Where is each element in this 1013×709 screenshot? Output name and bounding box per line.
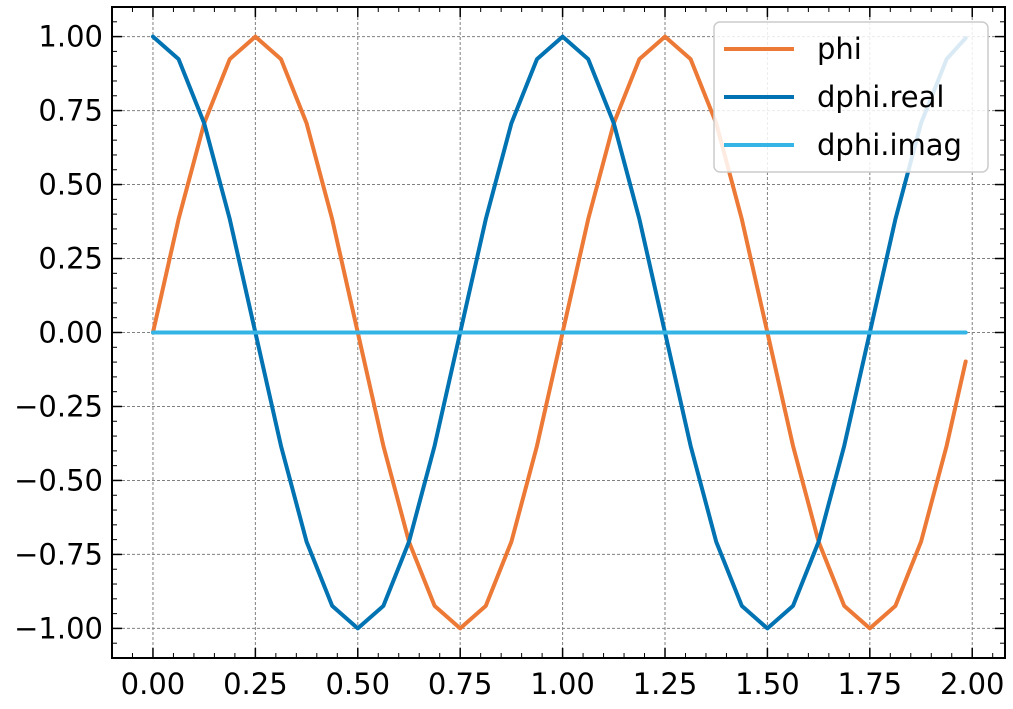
axis-ticks (112, 6, 1005, 658)
y-tick-label-0: 1.00 (38, 20, 103, 54)
legend-label-dphi-imag: dphi.imag (817, 128, 962, 162)
y-tick-label-5: −0.25 (14, 389, 103, 423)
series-line-dphi-real (150, 34, 968, 631)
x-tick-label-2: 0.50 (325, 667, 390, 701)
legend-label-dphi-real: dphi.real (817, 80, 944, 114)
tick-labels: 0.00 0.25 0.50 0.75 1.00 1.25 1.50 1.75 2.00 1.00… (14, 20, 1004, 701)
x-tick-label-3: 0.75 (428, 667, 493, 701)
legend-box (713, 21, 989, 173)
series-lines (150, 34, 968, 631)
y-tick-label-7: −0.75 (14, 537, 103, 571)
x-tick-label-0: 0.00 (121, 667, 186, 701)
y-tick-label-8: −1.00 (14, 611, 103, 645)
y-tick-label-3: 0.25 (38, 242, 103, 276)
legend: phi dphi.real dphi.imag (713, 21, 989, 173)
x-tick-label-5: 1.25 (633, 667, 698, 701)
y-tick-label-4: 0.00 (38, 316, 103, 350)
y-tick-label-6: −0.50 (14, 463, 103, 497)
x-tick-label-4: 1.00 (530, 667, 595, 701)
x-tick-label-8: 2.00 (940, 667, 1005, 701)
legend-label-phi: phi (817, 32, 862, 66)
x-tick-label-6: 1.50 (735, 667, 800, 701)
x-tick-label-7: 1.75 (838, 667, 903, 701)
x-tick-label-1: 0.25 (223, 667, 288, 701)
y-tick-label-1: 0.75 (38, 94, 103, 128)
y-tick-label-2: 0.50 (38, 168, 103, 202)
